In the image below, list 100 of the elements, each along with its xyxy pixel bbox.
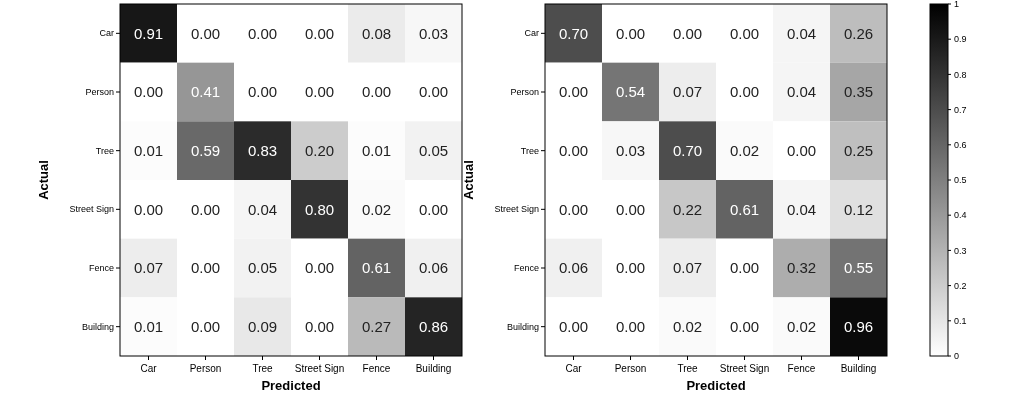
data-label: 0.00 — [729, 83, 760, 101]
data-label: 0.00 — [133, 83, 164, 101]
data-label: 0.00 — [672, 24, 703, 42]
data-label: 0.54 — [615, 83, 646, 101]
data-label: 0.03 — [418, 24, 449, 42]
color-bar-label: 0.1 — [954, 315, 967, 326]
color-bar-label: 0.7 — [954, 104, 967, 115]
data-label: 0.00 — [418, 83, 449, 101]
data-label: 0.20 — [304, 141, 335, 159]
data-label: 0.55 — [843, 259, 874, 277]
y-tick-label: Person — [510, 87, 539, 98]
x-tick-label: Building — [415, 363, 452, 374]
data-label: 0.96 — [843, 317, 874, 335]
x-tick-label: Fence — [787, 363, 816, 374]
data-label: 0.00 — [418, 200, 449, 218]
color-bar-label: 0.5 — [954, 175, 967, 186]
data-label: 0.00 — [558, 141, 589, 159]
data-label: 0.00 — [558, 83, 589, 101]
data-label: 0.00 — [133, 200, 164, 218]
data-label: 0.61 — [361, 259, 392, 277]
data-label: 0.25 — [843, 141, 874, 159]
x-tick-label: Street Sign — [719, 363, 770, 374]
data-label: 0.03 — [615, 141, 646, 159]
data-label: 0.02 — [361, 200, 392, 218]
data-label: 0.00 — [615, 200, 646, 218]
data-label: 0.02 — [786, 317, 817, 335]
data-label: 0.00 — [247, 24, 278, 42]
y-tick-label: Building — [506, 321, 539, 332]
data-label: 0.02 — [672, 317, 703, 335]
x-tick-label: Person — [189, 363, 222, 374]
data-label: 0.01 — [133, 141, 164, 159]
data-label: 0.00 — [190, 200, 221, 218]
data-label: 0.06 — [418, 259, 449, 277]
data-label: 0.06 — [558, 259, 589, 277]
data-label: 0.91 — [133, 24, 164, 42]
data-label: 0.08 — [361, 24, 392, 42]
y-tick-label: Tree — [520, 145, 539, 156]
data-label: 0.00 — [247, 83, 278, 101]
color-bar-label: 0.3 — [954, 245, 967, 256]
y-tick-label: Fence — [513, 263, 539, 274]
data-label: 0.00 — [304, 24, 335, 42]
x-tick-label: Car — [565, 363, 583, 374]
color-bar-label: 1 — [954, 0, 960, 10]
data-label: 0.05 — [247, 259, 278, 277]
data-label: 0.00 — [615, 24, 646, 42]
data-label: 0.70 — [672, 141, 703, 159]
data-label: 0.07 — [133, 259, 164, 277]
data-label: 0.00 — [558, 200, 589, 218]
y-tick-label: Street Sign — [494, 204, 539, 215]
data-label: 0.09 — [247, 317, 278, 335]
data-label: 0.59 — [190, 141, 221, 159]
x-tick-label: Building — [840, 363, 877, 374]
x-tick-label: Person — [614, 363, 647, 374]
y-tick-label: Person — [85, 87, 114, 98]
data-label: 0.00 — [304, 83, 335, 101]
data-label: 0.26 — [843, 24, 874, 42]
data-label: 0.27 — [361, 317, 392, 335]
data-label: 0.00 — [786, 141, 817, 159]
color-bar-label: 0.8 — [954, 69, 967, 80]
data-label: 0.80 — [304, 200, 335, 218]
data-label: 0.05 — [418, 141, 449, 159]
data-label: 0.00 — [190, 317, 221, 335]
data-label: 0.00 — [558, 317, 589, 335]
data-label: 0.00 — [615, 259, 646, 277]
data-label: 0.00 — [304, 317, 335, 335]
data-label: 0.07 — [672, 83, 703, 101]
data-label: 0.86 — [418, 317, 449, 335]
data-label: 0.00 — [190, 24, 221, 42]
y-tick-label: Building — [81, 321, 114, 332]
data-label: 0.04 — [786, 24, 817, 42]
data-label: 0.22 — [672, 200, 703, 218]
color-bar-label: 0 — [954, 351, 960, 362]
data-label: 0.01 — [133, 317, 164, 335]
data-label: 0.61 — [729, 200, 760, 218]
y-tick-label: Car — [524, 28, 539, 39]
x-axis-title: Predicted — [261, 378, 321, 393]
y-tick-label: Street Sign — [69, 204, 114, 215]
data-label: 0.07 — [672, 259, 703, 277]
color-bar-label: 0.4 — [954, 210, 967, 221]
data-label: 0.41 — [190, 83, 221, 101]
x-tick-label: Tree — [252, 363, 274, 374]
data-label: 0.00 — [361, 83, 392, 101]
x-axis-title: Predicted — [686, 378, 746, 393]
data-label: 0.32 — [786, 259, 817, 277]
data-label: 0.00 — [304, 259, 335, 277]
y-tick-label: Car — [99, 28, 114, 39]
color-bar-label: 0.2 — [954, 280, 967, 291]
y-tick-label: Tree — [95, 145, 114, 156]
data-label: 0.01 — [361, 141, 392, 159]
data-label: 0.00 — [729, 24, 760, 42]
data-label: 0.70 — [558, 24, 589, 42]
x-tick-label: Tree — [677, 363, 699, 374]
data-label: 0.00 — [615, 317, 646, 335]
data-label: 0.02 — [729, 141, 760, 159]
data-label: 0.00 — [190, 259, 221, 277]
y-axis-title: Actual — [36, 160, 51, 200]
color-bar-label: 0.6 — [954, 139, 967, 150]
data-label: 0.04 — [247, 200, 278, 218]
data-label: 0.35 — [843, 83, 874, 101]
x-tick-label: Car — [140, 363, 158, 374]
